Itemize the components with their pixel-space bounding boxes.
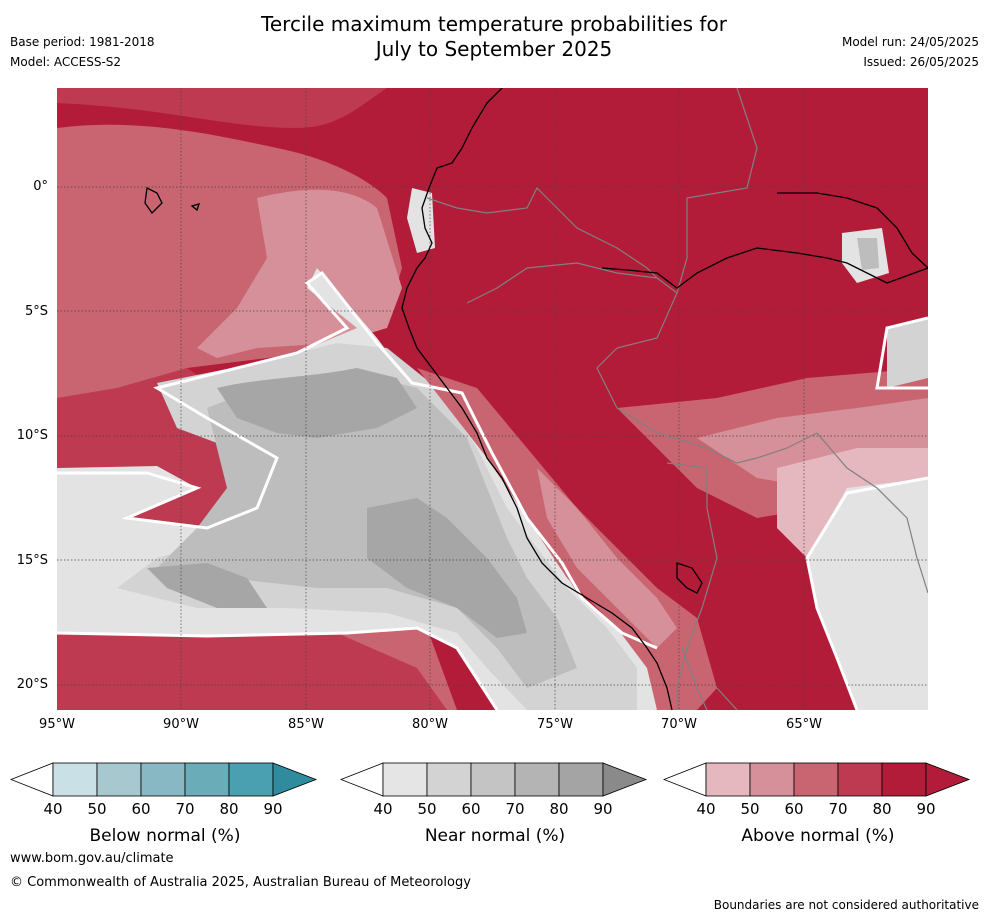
region-near-60-east (887, 318, 928, 388)
lat-label-5s: 5°S (24, 304, 48, 319)
galapagos-main (144, 187, 163, 215)
border-chile-bolivia (681, 647, 738, 710)
region-above-80-south (57, 628, 447, 710)
graticule (57, 88, 928, 710)
colorbar-0-title: Below normal (%) (89, 826, 241, 846)
colorbar-0-tick-5: 90 (263, 800, 283, 818)
colorbar-2-segment-1 (749, 762, 795, 797)
title-line-1: Tercile maximum temperature probabilitie… (261, 12, 727, 36)
region-near-50-east (807, 478, 928, 710)
coastline-amazon (777, 192, 928, 269)
colorbar-0-segment-0 (52, 762, 98, 797)
colorbar-2-tick-3: 70 (828, 800, 848, 818)
colorbar-2 (663, 762, 971, 797)
colorbar-1-segment-4 (558, 762, 604, 797)
border-bolivia-east (816, 432, 928, 594)
coastline-pacific (401, 88, 673, 710)
colorbar-1-title: Near normal (%) (424, 826, 566, 846)
colorbar-1-segment-3 (514, 762, 560, 797)
colorbar-2-segment-2 (793, 762, 839, 797)
model-name: Model: ACCESS-S2 (10, 55, 122, 69)
colorbar-0-low-extend (10, 762, 54, 797)
colorbar-2-tick-5: 90 (916, 800, 936, 818)
lon-label-80w: 80°W (412, 717, 448, 732)
map-title: Tercile maximum temperature probabilitie… (0, 12, 988, 62)
border-colombia-ecuador (426, 186, 658, 279)
colorbar-0-segment-4 (228, 762, 274, 797)
colorbar-1 (340, 762, 648, 797)
colorbar-2-tick-2: 60 (784, 800, 804, 818)
boundary-near-east (805, 316, 928, 710)
colorbar-0-tick-0: 40 (43, 800, 63, 818)
colorbar-2-segment-3 (837, 762, 883, 797)
colorbar-0-segment-1 (96, 762, 142, 797)
colorbar-1-high-extend (602, 762, 648, 797)
colorbar-0-high-extend (272, 762, 318, 797)
meta-right: Model run: 24/05/2025 Issued: 26/05/2025 (842, 32, 979, 72)
colorbar-2-tick-0: 40 (696, 800, 716, 818)
border-peru-bolivia (666, 462, 718, 710)
boundary-near-south (57, 626, 499, 710)
region-near-80-b (367, 498, 527, 638)
coastlines (144, 88, 928, 710)
colorbar-2-segment-0 (705, 762, 751, 797)
region-above-60-coast (537, 468, 677, 648)
colorbar-2-high-extend (925, 762, 971, 797)
colorbar-1-tick-0: 40 (373, 800, 393, 818)
colorbar-1-segment-0 (382, 762, 428, 797)
colorbar-1-segment-1 (426, 762, 472, 797)
colorbar-1-tick-3: 70 (505, 800, 525, 818)
colorbar-2-tick-4: 80 (872, 800, 892, 818)
lat-label-20s: 20°S (16, 677, 48, 692)
region-near-50-nw (407, 188, 435, 253)
lat-label-10s: 10°S (16, 428, 48, 443)
colorbar-1-tick-5: 90 (593, 800, 613, 818)
colorbar-1-tick-2: 60 (461, 800, 481, 818)
colorbar-0-tick-4: 80 (219, 800, 239, 818)
footer-copyright: © Commonwealth of Australia 2025, Austra… (10, 875, 471, 890)
footer-url: www.bom.gov.au/climate (10, 851, 174, 866)
lat-label-15s: 15°S (16, 553, 48, 568)
lon-label-95w: 95°W (39, 717, 75, 732)
colorbar-0-tick-2: 60 (131, 800, 151, 818)
colorbar-1-tick-4: 80 (549, 800, 569, 818)
lon-label-75w: 75°W (537, 717, 573, 732)
colorbar-0 (10, 762, 318, 797)
boundary-lines (57, 270, 928, 710)
colorbar-2-segment-4 (881, 762, 927, 797)
colorbar-0-tick-3: 70 (175, 800, 195, 818)
lon-label-65w: 65°W (786, 717, 822, 732)
border-colombia-brazil (676, 88, 758, 294)
colorbar-1-segment-2 (470, 762, 516, 797)
base-period: Base period: 1981-2018 (10, 35, 155, 49)
colorbar-2-low-extend (663, 762, 707, 797)
lon-label-90w: 90°W (163, 717, 199, 732)
colorbar-0-tick-1: 50 (87, 800, 107, 818)
map-area (57, 88, 928, 710)
region-near-80-c (147, 563, 267, 608)
border-peru-brazil (466, 262, 818, 464)
country-borders (426, 88, 928, 710)
colorbar-2-tick-1: 50 (740, 800, 760, 818)
title-line-2: July to September 2025 (375, 37, 613, 61)
footer-note: Boundaries are not considered authoritat… (713, 898, 979, 912)
galapagos-east (190, 203, 201, 212)
river-amazon (601, 247, 928, 289)
lat-label-0: 0° (33, 179, 48, 194)
lon-label-85w: 85°W (288, 717, 324, 732)
colorbar-1-low-extend (340, 762, 384, 797)
lake-titicaca (676, 562, 703, 594)
region-near-70-ne (857, 238, 879, 270)
colorbar-1-tick-1: 50 (417, 800, 437, 818)
region-near-80-a (217, 368, 417, 438)
meta-left: Base period: 1981-2018 Model: ACCESS-S2 (10, 32, 155, 72)
boundary-near-west (57, 270, 658, 650)
probability-map (57, 88, 928, 710)
issued-date: Issued: 26/05/2025 (863, 55, 979, 69)
colorbar-2-title: Above normal (%) (741, 826, 895, 846)
lon-label-70w: 70°W (661, 717, 697, 732)
colorbar-0-segment-2 (140, 762, 186, 797)
colorbar-0-segment-3 (184, 762, 230, 797)
model-run: Model run: 24/05/2025 (841, 35, 979, 49)
